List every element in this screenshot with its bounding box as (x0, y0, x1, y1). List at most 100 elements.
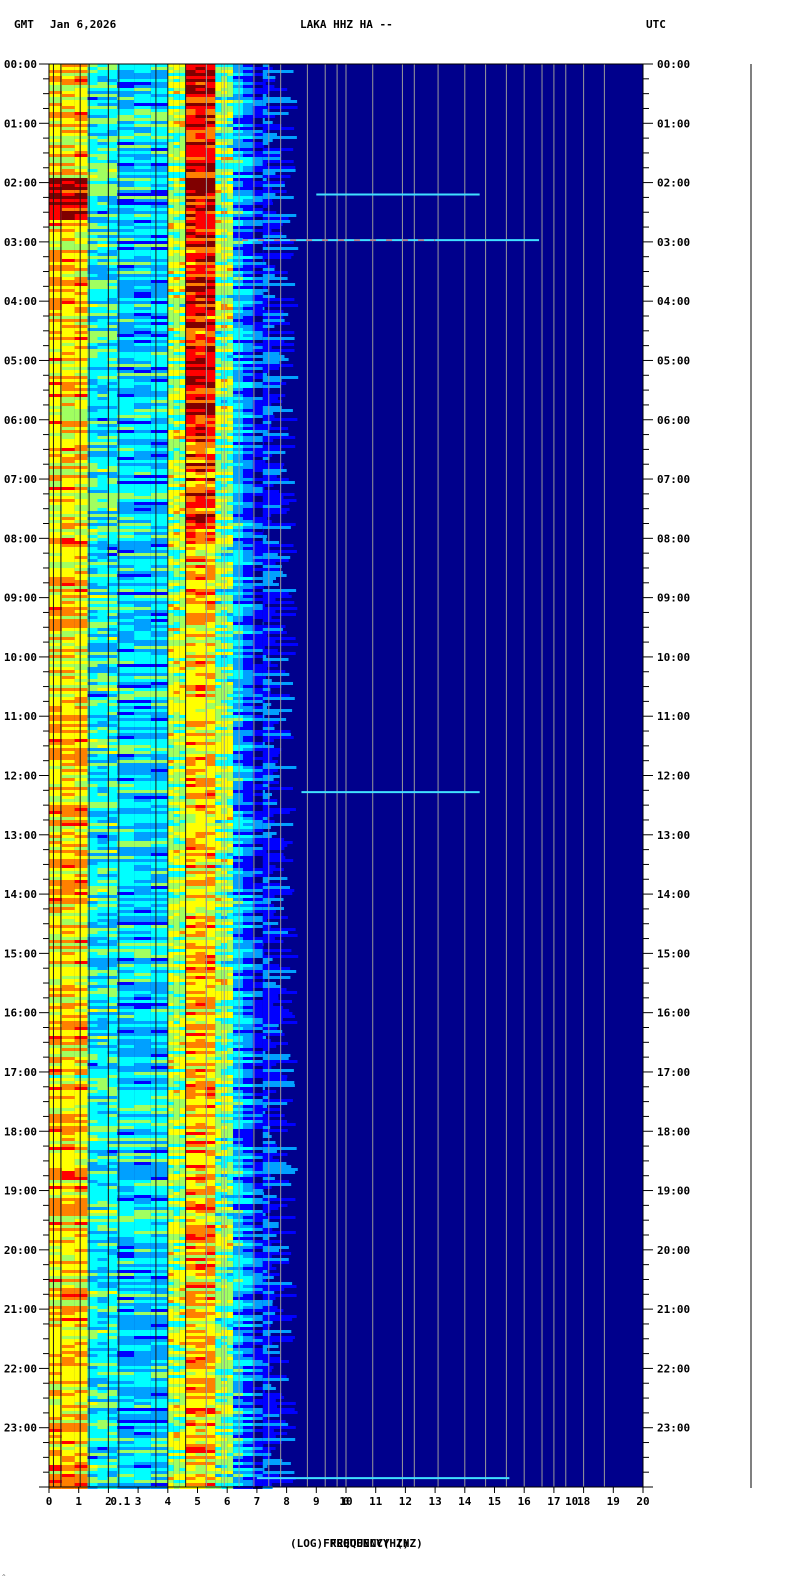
spectrogram-cell (74, 700, 88, 703)
spectrogram-cell (107, 685, 118, 688)
spectrogram-cell (74, 298, 88, 301)
spectrogram-cell (151, 319, 168, 322)
spectrogram-cell (233, 268, 243, 271)
spectrogram-cell (195, 241, 206, 244)
spectrogram-cell (179, 301, 186, 304)
spectrogram-cell (134, 208, 151, 211)
spectrogram-cell (252, 574, 263, 577)
spectrogram-cell (151, 700, 168, 703)
spectrogram-cell (97, 331, 108, 334)
spectrogram-cell (87, 400, 98, 403)
spectrogram-cell (173, 736, 180, 739)
spectrogram-cell (151, 97, 168, 100)
spectrogram-cell (252, 373, 263, 376)
spectrogram-cell (179, 250, 186, 253)
spectrogram-cell (233, 127, 243, 130)
spectrogram-cell (185, 244, 196, 247)
spectrogram-cell (173, 583, 180, 586)
spectrogram-cell (87, 160, 98, 163)
spectrogram-cell (134, 550, 151, 553)
spectrogram-cell (74, 142, 88, 145)
spectrogram-cell (87, 316, 98, 319)
spectrogram-cell (173, 697, 180, 700)
spectrogram-cell (173, 415, 180, 418)
spectrogram-cell (117, 514, 135, 517)
spectrogram-cell (97, 448, 108, 451)
spectrogram-cell (107, 649, 118, 652)
spectrogram-cell (205, 595, 216, 598)
spectrogram-cell (185, 277, 196, 280)
spectrogram-cell (167, 616, 174, 619)
spectrogram-cell (205, 538, 216, 541)
spectrogram-cell (74, 649, 88, 652)
spectrogram-cell (87, 646, 98, 649)
spectrogram-cell (262, 649, 278, 652)
spectrogram-cell (134, 337, 151, 340)
spectrogram-cell (227, 646, 234, 649)
spectrogram-cell (195, 235, 206, 238)
spectrogram-cell (205, 133, 216, 136)
spectrogram-cell (179, 121, 186, 124)
spectrogram-cell (74, 451, 88, 454)
spectrogram-cell (61, 109, 75, 112)
spectrogram-cell (167, 547, 174, 550)
spectrogram-cell (215, 583, 222, 586)
spectrogram-cell (117, 328, 135, 331)
spectrogram-cell (107, 301, 118, 304)
spectrogram-cell (252, 139, 263, 142)
spectrogram-cell (227, 295, 234, 298)
spectrogram-cell (173, 352, 180, 355)
spectrogram-cell (185, 655, 196, 658)
spectrogram-cell (87, 532, 98, 535)
spectrogram-cell (173, 277, 180, 280)
spectrogram-cell (97, 730, 108, 733)
spectrogram-cell (87, 361, 98, 364)
spectrogram-cell (227, 145, 234, 148)
spectrogram-cell (134, 133, 151, 136)
spectrogram-cell (49, 304, 62, 307)
spectrogram-cell (252, 589, 263, 592)
spectrogram-cell (215, 112, 222, 115)
spectrogram-cell (49, 643, 62, 646)
spectrogram-cell (215, 400, 222, 403)
spectrogram-cell (205, 502, 216, 505)
spectrogram-cell (243, 502, 253, 505)
spectrogram-cell (134, 736, 151, 739)
spectrogram-cell (97, 241, 108, 244)
spectrogram-cell (134, 157, 151, 160)
spectrogram-cell (97, 355, 108, 358)
spectrogram-cell (179, 448, 186, 451)
spectrogram-cell (107, 124, 118, 127)
spectrogram-cell (87, 715, 98, 718)
spectrogram-cell (167, 583, 174, 586)
spectrogram-cell (185, 184, 196, 187)
spectrogram-cell (262, 553, 278, 556)
spectrogram-cell (117, 418, 135, 421)
spectrogram-cell (262, 133, 277, 136)
spectrogram-cell (134, 121, 151, 124)
spectrogram-cell (151, 88, 168, 91)
spectrogram-cell (262, 682, 293, 685)
spectrogram-cell (49, 631, 62, 634)
spectrogram-cell (61, 100, 75, 103)
spectrogram-cell (243, 307, 253, 310)
spectrogram-cell (87, 301, 98, 304)
spectrogram-cell (262, 229, 272, 232)
spectrogram-cell (134, 499, 151, 502)
spectrogram-cell (262, 223, 283, 226)
spectrogram-cell (195, 130, 206, 133)
spectrogram-cell (205, 256, 216, 259)
spectrogram-cell (205, 76, 216, 79)
spectrogram-cell (117, 283, 135, 286)
spectrogram-cell (97, 325, 108, 328)
spectrogram-cell (185, 91, 196, 94)
spectrogram-cell (179, 241, 186, 244)
spectrogram-cell (215, 106, 222, 109)
spectrogram-cell (87, 268, 98, 271)
spectrogram-cell (97, 205, 108, 208)
spectrogram-cell (179, 346, 186, 349)
spectrogram-cell (215, 403, 222, 406)
spectrogram-cell (227, 484, 234, 487)
spectrogram-cell (195, 709, 206, 712)
spectrogram-cell (185, 517, 196, 520)
